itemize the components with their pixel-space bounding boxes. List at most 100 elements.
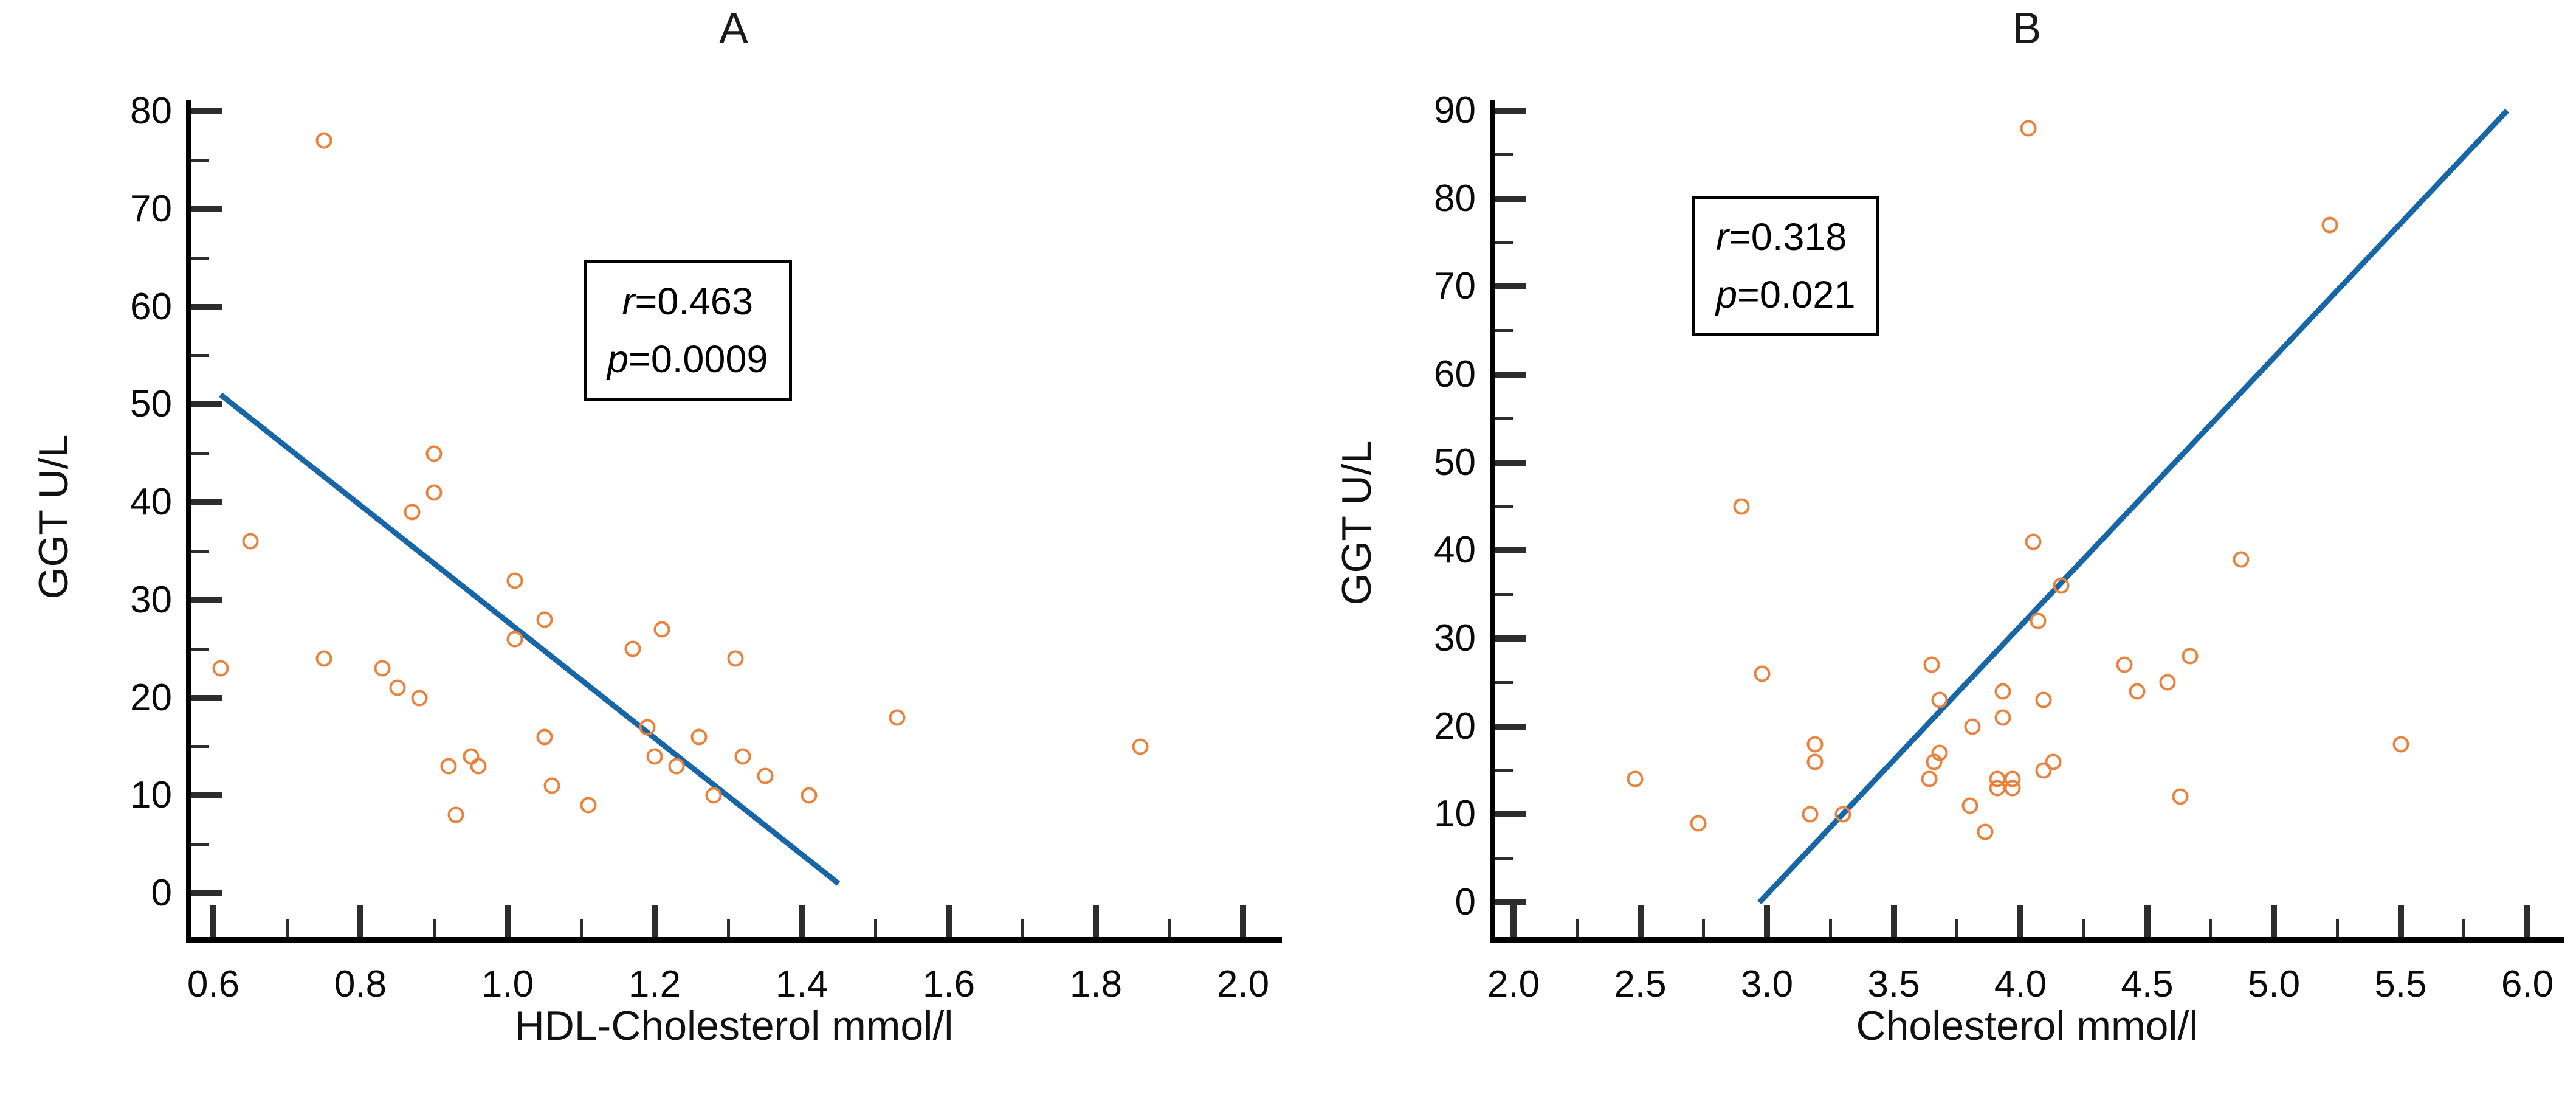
- y-minor-tick: [191, 256, 209, 260]
- y-major-tick: [1495, 547, 1526, 554]
- data-point: [2025, 533, 2042, 550]
- data-point: [653, 621, 670, 638]
- chart-a-x-axis-line: [186, 937, 1282, 943]
- x-tick-label: 1.0: [481, 963, 534, 1005]
- data-point: [411, 690, 428, 706]
- y-tick-label: 10: [1434, 793, 1476, 836]
- data-point: [2030, 612, 2047, 629]
- trend-line: [1757, 108, 2509, 905]
- data-point: [543, 777, 560, 794]
- x-minor-tick: [1828, 919, 1832, 937]
- y-major-tick: [191, 303, 222, 310]
- data-point: [580, 797, 597, 814]
- chart-b-x-axis-label: Cholesterol mmol/l: [1856, 1003, 2199, 1049]
- data-point: [425, 445, 443, 462]
- chart-b-plot-area: 2.0 2.5 3.0 3.5 4.0 4.5 5.0 5.5 6.0 0 10 20 30 40 50 60…: [1434, 89, 2564, 1005]
- y-minor-tick: [191, 354, 209, 358]
- y-minor-tick: [191, 647, 209, 651]
- y-minor-tick: [191, 745, 209, 749]
- y-tick-label: 20: [1434, 705, 1476, 747]
- trend-line-svg: [219, 392, 841, 886]
- y-tick-label: 10: [130, 774, 172, 817]
- y-major-tick: [191, 206, 222, 212]
- data-point: [2004, 780, 2021, 797]
- x-major-tick: [2524, 905, 2530, 937]
- data-point: [1802, 806, 1819, 823]
- data-point: [1994, 683, 2011, 700]
- x-minor-tick: [2209, 919, 2213, 937]
- x-tick-label: 0.8: [334, 963, 387, 1005]
- x-minor-tick: [1168, 919, 1171, 937]
- y-minor-tick: [191, 452, 209, 455]
- data-point: [2233, 551, 2250, 568]
- x-minor-tick: [285, 919, 289, 937]
- data-point: [470, 758, 487, 775]
- x-tick-label: 2.5: [1614, 963, 1667, 1005]
- y-minor-tick: [1495, 241, 1513, 244]
- x-major-tick: [652, 905, 658, 937]
- data-point: [1931, 691, 1948, 708]
- y-major-tick: [1495, 811, 1526, 818]
- y-tick-label: 80: [1434, 177, 1476, 220]
- y-tick-label: 80: [130, 90, 172, 132]
- data-point: [1834, 806, 1851, 823]
- data-point: [757, 767, 773, 784]
- x-tick-label: 4.0: [1994, 963, 2047, 1005]
- y-major-tick: [1495, 108, 1526, 114]
- x-minor-tick: [579, 919, 583, 937]
- data-point: [1733, 498, 1750, 515]
- y-tick-label: 60: [1434, 353, 1476, 395]
- y-tick-label: 30: [130, 578, 172, 621]
- x-major-tick: [1510, 905, 1517, 937]
- data-point: [1132, 738, 1149, 755]
- x-major-tick: [1764, 905, 1770, 937]
- x-tick-label: 1.8: [1069, 963, 1123, 1005]
- data-point: [447, 806, 464, 823]
- y-minor-tick: [191, 549, 209, 553]
- y-minor-tick: [1495, 593, 1513, 597]
- x-minor-tick: [2335, 919, 2339, 937]
- data-point: [1754, 665, 1771, 682]
- x-major-tick: [1637, 905, 1644, 937]
- y-major-tick: [191, 499, 222, 505]
- trend-line: [219, 392, 841, 886]
- y-minor-tick: [1495, 505, 1513, 508]
- data-point: [2159, 674, 2176, 691]
- data-point: [2053, 577, 2070, 594]
- data-point: [242, 533, 258, 550]
- y-tick-label: 0: [1455, 881, 1476, 923]
- data-point: [690, 728, 708, 746]
- x-major-tick: [210, 905, 216, 937]
- data-point: [506, 572, 523, 589]
- y-minor-tick: [1495, 680, 1513, 684]
- data-point: [1923, 656, 1940, 673]
- x-tick-label: 6.0: [2501, 963, 2554, 1005]
- y-major-tick: [191, 694, 222, 701]
- x-minor-tick: [432, 919, 436, 937]
- y-minor-tick: [191, 843, 209, 846]
- y-major-tick: [1495, 372, 1526, 378]
- chart-b-stats-box: r=0.318 p=0.021: [1692, 196, 1879, 336]
- data-point: [2172, 788, 2189, 805]
- x-major-tick: [2397, 905, 2404, 937]
- y-major-tick: [1495, 459, 1526, 466]
- data-point: [801, 787, 818, 804]
- x-major-tick: [505, 905, 511, 937]
- x-minor-tick: [2082, 919, 2085, 937]
- data-point: [1806, 753, 1824, 770]
- x-tick-label: 5.0: [2247, 963, 2301, 1005]
- y-tick-label: 70: [130, 187, 172, 230]
- data-point: [2035, 691, 2052, 708]
- chart-b-title: B: [2012, 4, 2042, 53]
- y-major-tick: [1495, 283, 1526, 290]
- data-point: [1964, 718, 1981, 735]
- data-point: [705, 787, 722, 804]
- data-point: [1977, 823, 1994, 840]
- x-minor-tick: [873, 919, 877, 937]
- y-major-tick: [191, 792, 222, 799]
- y-tick-label: 70: [1434, 265, 1476, 308]
- data-point: [212, 660, 229, 677]
- data-point: [2020, 120, 2036, 137]
